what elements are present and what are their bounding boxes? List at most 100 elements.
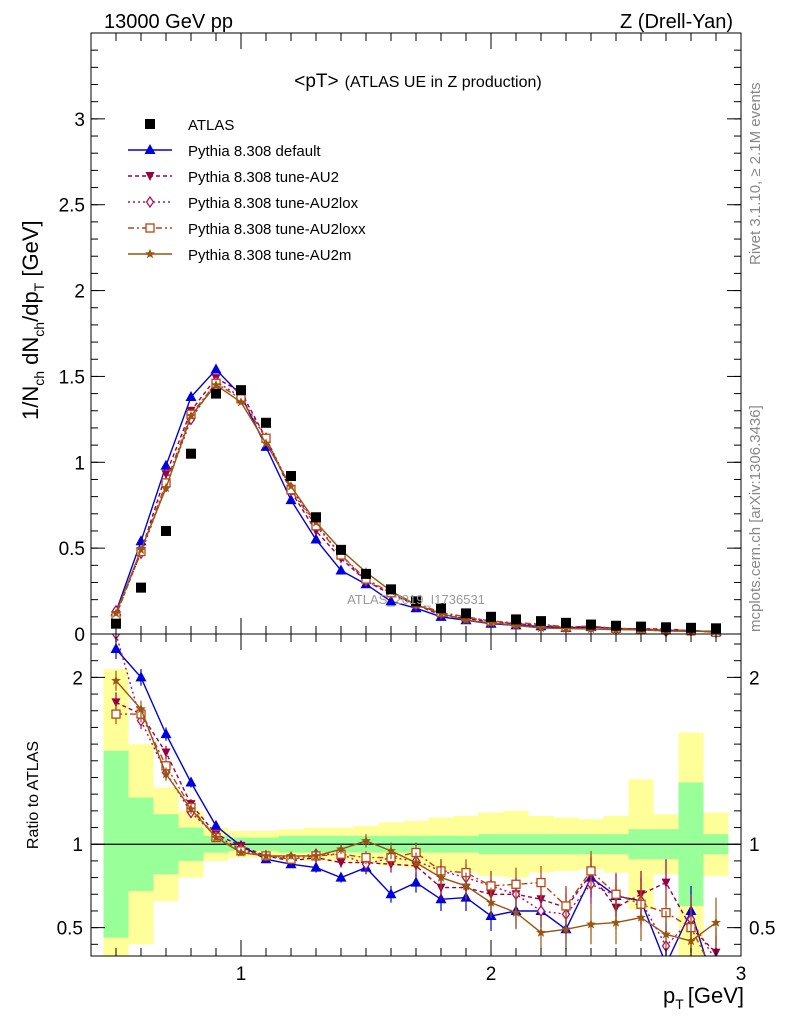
data-point-ATLAS xyxy=(711,623,721,634)
ratio-point-AU2loxx xyxy=(611,889,621,899)
ratio-point-AU2 xyxy=(336,858,346,868)
x-axis-label-sub: T xyxy=(675,996,684,1012)
legend-marker-AU2 xyxy=(145,172,155,181)
ratio-point-AU2loxx xyxy=(712,974,720,982)
ratio-point-default xyxy=(160,728,172,739)
data-point-ATLAS xyxy=(436,603,446,614)
data-point-ATLAS xyxy=(686,622,696,633)
ratio-point-default xyxy=(310,861,322,872)
data-point-AU2m xyxy=(211,379,221,390)
y-axis-label-sub: ch xyxy=(31,371,47,386)
analysis-watermark: ATLAS_2019_I1736531 xyxy=(347,592,485,607)
data-point-ATLAS xyxy=(636,621,646,632)
y-axis-label: 1/Nch dNch/dpT [GeV] xyxy=(18,220,47,420)
ratio-point-AU2loxx xyxy=(111,709,121,719)
data-point-ATLAS xyxy=(161,525,171,536)
y-tick-label: 3 xyxy=(74,110,85,131)
ratio-point-AU2m xyxy=(561,924,571,934)
ratio-point-AU2m xyxy=(636,912,646,922)
ratio-y-tick-label: 1 xyxy=(72,835,83,856)
data-point-default xyxy=(285,494,297,505)
y-tick-label: 0.5 xyxy=(59,539,85,560)
y-tick-label: 0 xyxy=(74,625,85,646)
data-point-default xyxy=(310,533,322,544)
legend-label-default: Pythia 8.308 default xyxy=(188,143,321,160)
ratio-point-AU2m xyxy=(186,804,196,814)
data-point-ATLAS xyxy=(311,512,321,523)
ratio-point-AU2loxx xyxy=(536,877,546,888)
data-point-AU2 xyxy=(161,470,171,480)
ratio-point-AU2 xyxy=(161,748,171,758)
ratio-y-tick-label-right: 0.5 xyxy=(749,919,775,940)
data-point-ATLAS xyxy=(611,620,621,631)
ratio-point-AU2m xyxy=(386,845,396,856)
header-process-label: Z (Drell-Yan) xyxy=(620,11,733,33)
x-axis-label: pT [GeV] xyxy=(663,983,744,1012)
plot-title-sub: (ATLAS UE in Z production) xyxy=(345,74,542,91)
ratio-point-default xyxy=(385,888,397,899)
data-point-default xyxy=(160,459,172,470)
ratio-point-AU2m xyxy=(611,917,621,927)
legend-marker-AU2m xyxy=(145,248,155,259)
data-point-ATLAS xyxy=(586,619,596,630)
ratio-series xyxy=(110,634,721,982)
ratio-point-AU2m xyxy=(161,768,171,779)
data-point-AU2m xyxy=(236,397,246,407)
ratio-point-AU2m xyxy=(136,703,146,714)
legend: ATLAS Pythia 8.308 default Pythia 8.308 tu… xyxy=(128,117,366,264)
ratio-point-AU2m xyxy=(361,835,371,846)
ratio-point-AU2loxx xyxy=(511,879,521,889)
data-point-ATLAS xyxy=(136,582,146,593)
legend-marker-ATLAS xyxy=(145,119,155,129)
ratio-point-AU2m xyxy=(686,935,696,946)
data-point-AU2m xyxy=(186,410,196,421)
y-axis-label-part: dN xyxy=(18,337,43,371)
ratio-point-AU2m xyxy=(411,857,421,867)
data-point-AU2m xyxy=(461,615,471,625)
ratio-point-default xyxy=(335,871,347,882)
data-point-ATLAS xyxy=(536,616,546,627)
y-tick-label: 1.5 xyxy=(59,367,85,388)
legend-label-AU2loxx: Pythia 8.308 tune-AU2loxx xyxy=(188,221,366,238)
ratio-point-AU2lox xyxy=(715,954,717,956)
ratio-y-tick-label: 2 xyxy=(72,668,83,689)
data-point-ATLAS xyxy=(561,617,571,628)
data-point-ATLAS xyxy=(361,568,371,579)
ratio-point-AU2m xyxy=(486,897,496,907)
ratio-point-AU2m xyxy=(211,832,221,842)
plot-title: <pT> (ATLAS UE in Z production) xyxy=(294,71,541,92)
data-point-ATLAS xyxy=(111,618,121,629)
data-point-ATLAS xyxy=(661,622,671,633)
ratio-point-AU2m xyxy=(536,927,546,937)
ratio-point-AU2m xyxy=(711,917,721,927)
ratio-point-AU2m xyxy=(336,844,346,854)
y-axis-label-part: /dp xyxy=(18,291,43,322)
ratio-point-default xyxy=(661,958,672,968)
data-point-AU2m xyxy=(136,544,146,555)
ratio-point-AU2m xyxy=(261,850,271,861)
legend-label-ATLAS: ATLAS xyxy=(188,117,234,134)
data-point-ATLAS xyxy=(411,596,421,607)
x-tick-label: 1 xyxy=(236,964,247,985)
ratio-point-default xyxy=(210,819,222,830)
data-point-AU2m xyxy=(111,608,121,618)
header-collision-label: 13000 GeV pp xyxy=(104,11,233,33)
data-point-default xyxy=(385,595,397,606)
ratio-panel-plot-area: 0.5 0.5 1 1 2 2 1 2 3 xyxy=(57,633,775,985)
ratio-point-AU2m xyxy=(111,675,121,685)
y-axis-label-part: 1/N xyxy=(18,386,43,420)
ratio-point-AU2m xyxy=(461,880,471,891)
data-point-ATLAS xyxy=(236,385,246,396)
legend-label-AU2m: Pythia 8.308 tune-AU2m xyxy=(188,247,351,264)
x-tick-label: 3 xyxy=(736,964,747,985)
data-point-AU2m xyxy=(261,438,271,448)
y-axis-label-part: [GeV] xyxy=(18,220,43,282)
top-panel-plot-area: 0 0.5 1 1.5 2 2.5 3 xyxy=(59,32,742,646)
ratio-point-AU2m xyxy=(661,929,671,939)
ratio-axis-label: Ratio to ATLAS xyxy=(25,741,42,849)
data-point-ATLAS xyxy=(511,614,521,625)
ratio-point-default xyxy=(410,876,422,887)
data-point-ATLAS xyxy=(286,471,296,482)
data-point-ATLAS xyxy=(186,448,196,459)
ratio-point-AU2 xyxy=(111,698,121,708)
